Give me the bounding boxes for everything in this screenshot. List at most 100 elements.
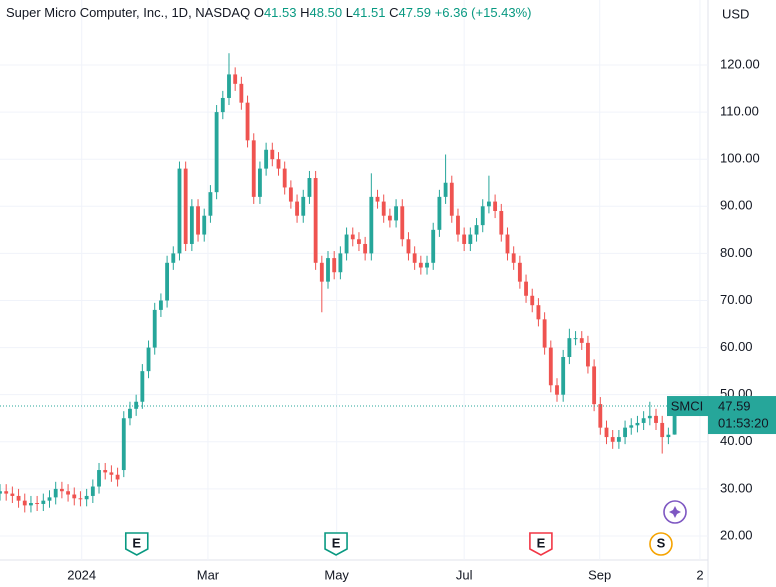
y-tick-label: 20.00 [720, 527, 753, 542]
candle-body [282, 168, 287, 188]
candle-body [66, 491, 70, 495]
candle-body [456, 215, 460, 235]
countdown: 01:53:20 [718, 415, 769, 430]
candle-body [220, 97, 225, 113]
candle-body [437, 196, 442, 230]
event-label: E [537, 535, 546, 550]
ohlc-value: 41.53 [263, 5, 297, 20]
candle-body [567, 338, 572, 358]
candle-body [332, 258, 337, 273]
candle-body [258, 168, 262, 197]
candle-body [672, 406, 677, 435]
candle-body [196, 206, 200, 235]
y-tick-label: 90.00 [720, 198, 753, 213]
last-price: 47.59 [718, 398, 751, 413]
candle-body [295, 201, 299, 216]
candle-body [134, 401, 139, 409]
candle-body [400, 206, 405, 240]
event-label: E [132, 535, 141, 550]
event-marker [649, 532, 673, 556]
candle-body [369, 196, 374, 254]
candle-body [493, 201, 498, 212]
candle-body [264, 149, 269, 169]
candle-body [573, 338, 578, 340]
candle-body [152, 309, 157, 348]
candle-body [208, 192, 213, 216]
x-tick-label: 2024 [67, 567, 96, 582]
ohlc-value: 41.51 [352, 5, 386, 20]
candle-body [59, 488, 64, 492]
candle-body [344, 234, 349, 254]
candle-body [623, 427, 627, 438]
candle-body [72, 494, 77, 499]
candle-body [319, 262, 324, 282]
event-marker [324, 532, 348, 556]
candle-body [511, 253, 516, 263]
candle-body [103, 470, 108, 473]
symbol-badge [667, 396, 708, 417]
candle-body [579, 338, 584, 343]
candle-body [16, 495, 21, 501]
candle-body [474, 225, 479, 235]
symbol-label: SMCI [671, 398, 704, 413]
change: +6.36 (+15.43%) [434, 5, 532, 20]
candle-body [214, 112, 219, 193]
star-icon [663, 500, 687, 524]
candle-body [90, 486, 95, 496]
x-tick-label: May [324, 567, 349, 582]
legend-header: Super Micro Computer, Inc., 1D, NASDAQ O… [6, 5, 532, 20]
candle-body [245, 102, 250, 141]
candle-body [326, 258, 330, 282]
candle-body [84, 495, 89, 500]
candle-body [406, 239, 411, 254]
candle-body [288, 187, 293, 202]
candle-body [115, 474, 120, 480]
candle-body [10, 493, 15, 496]
y-tick-label: 80.00 [720, 245, 753, 260]
y-tick-label: 110.00 [720, 104, 759, 119]
candle-body [443, 182, 448, 197]
candle-body [41, 500, 46, 504]
candle-body [165, 262, 170, 301]
candle-body [499, 211, 504, 235]
candle-body [202, 215, 207, 235]
candle-body [189, 206, 194, 244]
candle-body [97, 470, 101, 487]
candle-body [301, 196, 306, 216]
candle-body [486, 201, 491, 207]
candle-body [517, 262, 522, 282]
event-label: E [332, 535, 341, 550]
candle-body [468, 234, 473, 244]
candle-body [635, 422, 640, 426]
candle-body [425, 262, 429, 268]
ohlc-value: 47.59 [398, 5, 432, 20]
candle-body [350, 234, 355, 240]
candle-body [647, 415, 652, 419]
y-tick-label: 100.00 [720, 151, 760, 166]
candle-body [394, 206, 399, 221]
candle-body [29, 503, 33, 506]
candle-body [431, 229, 436, 263]
candle-body [233, 74, 238, 84]
candle-body [375, 196, 380, 202]
candle-body [387, 215, 392, 221]
candle-body [128, 408, 132, 419]
candle-body [542, 319, 547, 348]
ohlc-label: C [389, 5, 399, 20]
candle-body [177, 168, 182, 254]
candle-body [78, 498, 83, 500]
candle-body [4, 491, 9, 494]
candle-body [251, 140, 256, 197]
candle-body [0, 491, 2, 494]
candle-body [561, 357, 566, 395]
candle-body [610, 437, 615, 442]
price-badge [708, 396, 776, 435]
candle-body [604, 427, 609, 438]
candle-body [47, 497, 52, 501]
candle-body [462, 234, 467, 244]
candle-body [548, 347, 553, 386]
candle-body [629, 425, 634, 428]
y-tick-label: 60.00 [720, 339, 753, 354]
